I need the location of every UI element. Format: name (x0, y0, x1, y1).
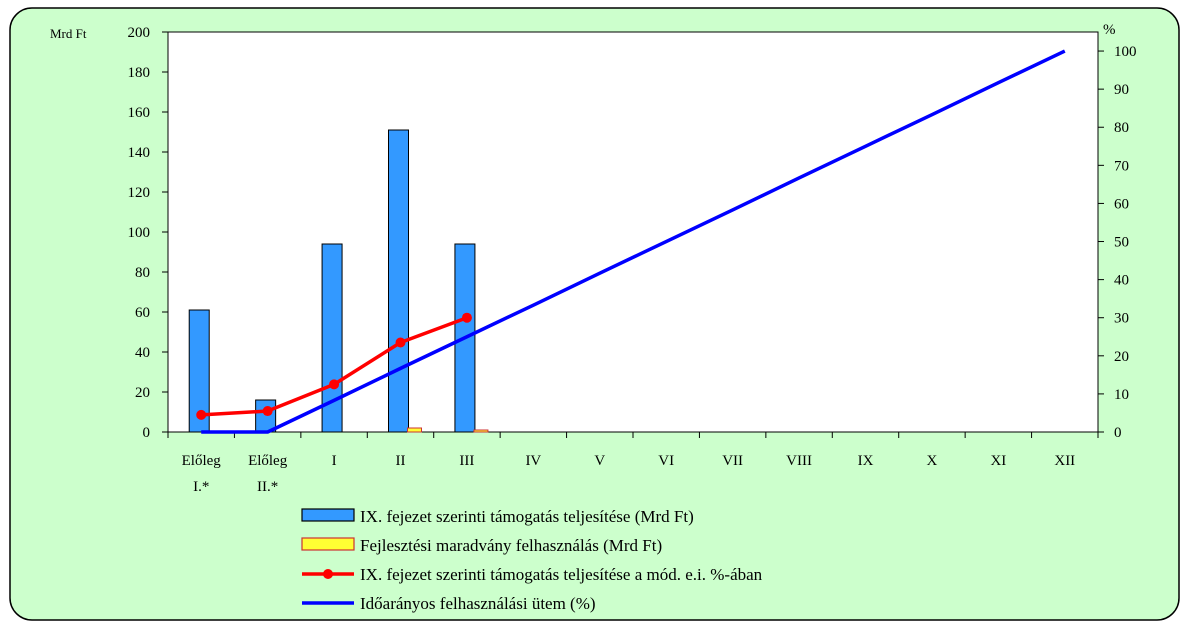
right-tick-label: 30 (1114, 311, 1129, 327)
right-tick-label: 0 (1114, 425, 1122, 441)
right-tick-label: 20 (1114, 349, 1129, 365)
bar (407, 427, 422, 433)
left-tick-label: 40 (135, 345, 150, 361)
right-tick-label: 90 (1114, 82, 1129, 98)
plot-area (167, 31, 1099, 433)
x-tick-label: VI (658, 453, 674, 469)
x-tick-label: IV (525, 453, 541, 469)
left-tick-label: 180 (128, 65, 151, 81)
right-tick-label: 60 (1114, 196, 1129, 212)
legend-label: Időarányos felhasználási ütem (%) (360, 594, 596, 613)
x-tick-label: IX (858, 453, 874, 469)
x-tick-label: X (927, 453, 938, 469)
bar (473, 429, 489, 433)
x-tick-label: Előleg (248, 453, 288, 469)
legend-swatch (301, 508, 355, 522)
x-tick-label: Előleg (182, 453, 222, 469)
right-tick-label: 80 (1114, 120, 1129, 136)
x-tick-label: XII (1054, 453, 1075, 469)
left-tick-label: 80 (135, 265, 150, 281)
x-tick-label: I.* (193, 479, 209, 495)
line-series-group (196, 49, 1066, 434)
legend-label: IX. fejezet szerinti támogatás teljesíté… (360, 565, 763, 584)
right-axis-unit: % (1103, 22, 1116, 38)
left-axis-unit: Mrd Ft (50, 26, 87, 41)
bar (255, 399, 277, 433)
x-tick-label: XI (990, 453, 1006, 469)
left-tick-label: 100 (128, 225, 151, 241)
legend-marker (323, 569, 333, 579)
left-tick-label: 20 (135, 385, 150, 401)
legend-label: Fejlesztési maradvány felhasználás (Mrd … (360, 536, 662, 555)
x-tick-label: II.* (257, 479, 278, 495)
legend: IX. fejezet szerinti támogatás teljesíté… (301, 507, 763, 613)
x-tick-label: III (459, 453, 474, 469)
left-tick-label: 200 (128, 25, 151, 41)
left-tick-label: 140 (128, 145, 151, 161)
line-point (329, 379, 340, 390)
x-tick-label: II (396, 453, 406, 469)
line-point (196, 409, 207, 420)
bar (388, 129, 409, 433)
line-point (395, 337, 406, 348)
right-tick-label: 50 (1114, 235, 1129, 251)
left-tick-label: 120 (128, 185, 151, 201)
legend-swatch (301, 537, 355, 551)
right-tick-label: 40 (1114, 273, 1129, 289)
left-tick-label: 60 (135, 305, 150, 321)
right-tick-label: 70 (1114, 158, 1129, 174)
x-tick-label: VIII (786, 453, 812, 469)
left-axis: 0 20 40 60 80 100 120 140 160 180 200 (128, 25, 168, 441)
series-line (201, 49, 1066, 434)
bar (188, 309, 210, 433)
x-tick-label: V (594, 453, 605, 469)
right-tick-label: 100 (1114, 44, 1137, 60)
line-point (461, 312, 472, 323)
right-tick-label: 10 (1114, 387, 1129, 403)
line-point (262, 406, 273, 417)
left-tick-label: 160 (128, 105, 151, 121)
left-tick-label: 0 (143, 425, 151, 441)
legend-label: IX. fejezet szerinti támogatás teljesíté… (360, 507, 694, 526)
x-tick-label: I (332, 453, 337, 469)
right-axis: 0 10 20 30 40 50 60 70 80 90 100 (1098, 44, 1137, 441)
x-tick-label: VII (722, 453, 743, 469)
